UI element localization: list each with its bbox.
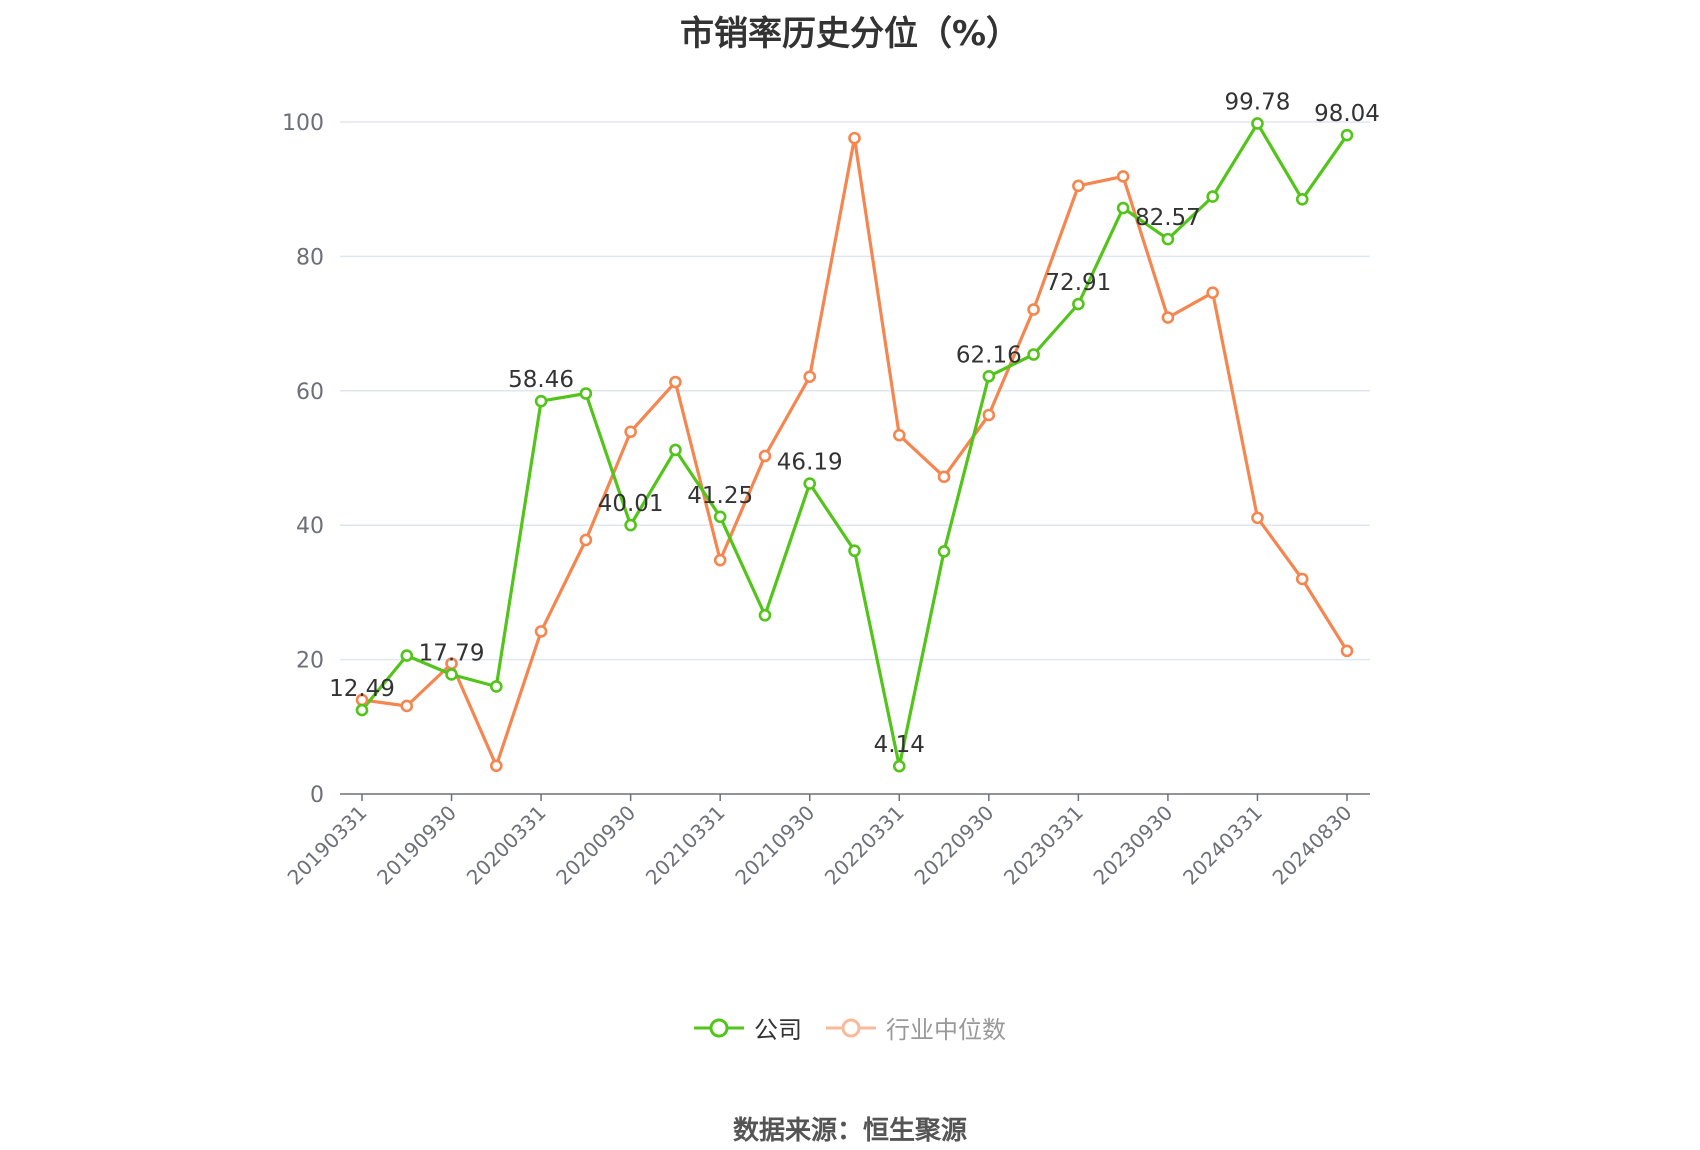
data-source-note: 数据来源：恒生聚源 [732,1116,967,1146]
point-company [713,510,727,524]
point-company [1340,128,1354,142]
y-tick-label: 80 [296,245,324,270]
point-industry-median [1295,572,1309,586]
y-tick-label: 40 [296,514,324,539]
y-tick-label: 20 [296,649,324,674]
y-tick-label: 0 [310,783,324,808]
x-tick-label: 20190930 [372,801,461,890]
data-label: 72.91 [1045,270,1111,296]
legend-item-industry-median[interactable]: 行业中位数 [826,1010,1006,1045]
point-industry-median [490,759,503,773]
point-industry-median [1340,644,1354,658]
x-tick-label: 20210930 [730,801,819,890]
point-company [669,443,682,457]
point-company [803,477,817,490]
point-industry-median [669,375,682,389]
data-label: 40.01 [598,491,664,517]
point-industry-median [579,533,593,547]
point-company [534,394,548,408]
point-company [1295,192,1309,206]
data-label: 62.16 [956,342,1022,368]
point-industry-median [713,553,727,567]
point-industry-median [758,449,772,463]
legend-company-label: 公司 [754,1016,802,1044]
series-line-industry-median [361,136,1349,768]
point-industry-median [624,425,637,439]
point-company [1072,297,1085,311]
point-industry-median [803,370,817,383]
x-tick-label: 20230930 [1088,801,1177,890]
x-tick-label: 20200930 [551,801,640,890]
data-label: 58.46 [508,367,574,393]
point-company [1206,190,1219,203]
legend-industry-marker [826,1018,876,1037]
data-labels: 12.49 17.79 58.46 40.01 41.25 46.19 4.14 62.16 7… [329,89,1380,758]
point-company [400,649,414,662]
point-industry-median [1206,286,1219,299]
point-industry-median [400,699,414,713]
point-company [1251,117,1264,130]
point-industry-median [1027,303,1040,316]
point-company [1161,232,1175,246]
data-label: 99.78 [1225,89,1291,115]
point-company [982,369,996,383]
point-company [579,387,593,400]
grid-lines [340,121,1370,661]
data-label: 46.19 [777,450,843,476]
y-tick-label: 100 [282,111,324,136]
legend-industry-median-label: 行业中位数 [886,1016,1006,1044]
legend-company-marker [694,1018,744,1037]
point-industry-median [982,408,996,422]
legend-item-company[interactable]: 公司 [694,1010,802,1045]
point-company [624,518,637,532]
data-label: 82.57 [1135,205,1201,231]
point-industry-median [937,470,951,484]
point-company [937,545,951,558]
series-points [355,117,1354,773]
x-tick-label: 20220331 [820,801,909,890]
point-company [1116,201,1130,215]
x-axis: 20190331 20190930 20200331 20200930 20210331… [283,793,1370,890]
data-label: 4.14 [874,732,925,758]
point-company [1027,348,1040,361]
point-company [892,759,906,773]
data-label: 98.04 [1314,101,1380,127]
point-company [445,668,458,681]
point-company [355,703,369,717]
point-industry-median [892,428,906,442]
y-axis: 0 20 40 60 80 100 [282,111,324,808]
point-industry-median [1116,170,1130,183]
data-label: 41.25 [687,483,753,509]
point-company [758,608,772,622]
x-tick-label: 20190331 [283,801,372,890]
x-tick-label: 20240830 [1268,801,1357,890]
point-company [490,680,503,693]
legend: 公司 行业中位数 [0,1010,1700,1045]
x-tick-label: 20220930 [909,801,998,890]
x-tick-label: 20210331 [641,801,730,890]
x-tick-label: 20230331 [999,801,1088,890]
data-label: 12.49 [329,676,395,702]
point-industry-median [1161,311,1175,324]
data-label: 17.79 [419,640,485,666]
point-industry-median [848,131,861,145]
point-industry-median [1072,179,1085,193]
x-tick-label: 20200331 [462,801,551,890]
chart-title: 市销率历史分位（%） [679,14,1021,54]
y-tick-label: 60 [296,380,324,405]
x-tick-label: 20240331 [1178,801,1267,890]
point-industry-median [534,625,548,638]
point-company [848,544,861,558]
point-industry-median [1251,511,1264,525]
